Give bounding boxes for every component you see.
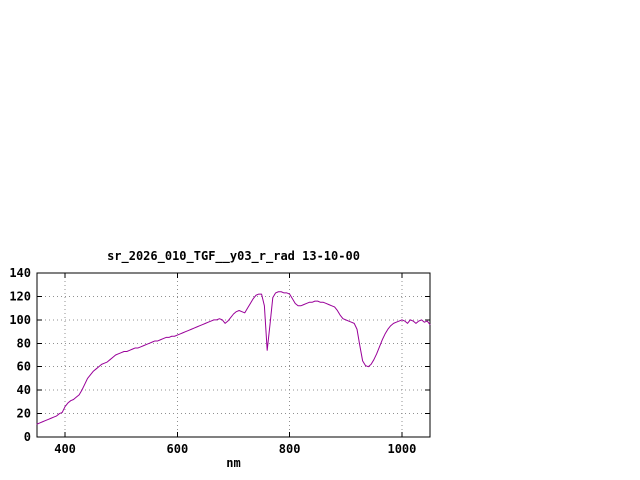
y-tick-label: 120 bbox=[9, 289, 31, 303]
y-tick-label: 60 bbox=[17, 360, 31, 374]
y-tick-label: 140 bbox=[9, 266, 31, 280]
x-axis-label: nm bbox=[226, 456, 241, 470]
x-tick-label: 400 bbox=[54, 442, 76, 456]
x-tick-label: 600 bbox=[167, 442, 189, 456]
series-line bbox=[36, 291, 431, 425]
y-tick-label: 100 bbox=[9, 313, 31, 327]
chart-title: sr_2026_010_TGF__y03_r_rad 13-10-00 bbox=[107, 249, 360, 263]
y-tick-label: 20 bbox=[17, 407, 31, 421]
y-tick-label: 80 bbox=[17, 336, 31, 350]
plot-border bbox=[36, 272, 431, 438]
x-tick-label: 800 bbox=[279, 442, 301, 456]
y-tick-label: 0 bbox=[24, 430, 31, 444]
y-tick-label: 40 bbox=[17, 383, 31, 397]
x-tick-label: 1000 bbox=[387, 442, 416, 456]
